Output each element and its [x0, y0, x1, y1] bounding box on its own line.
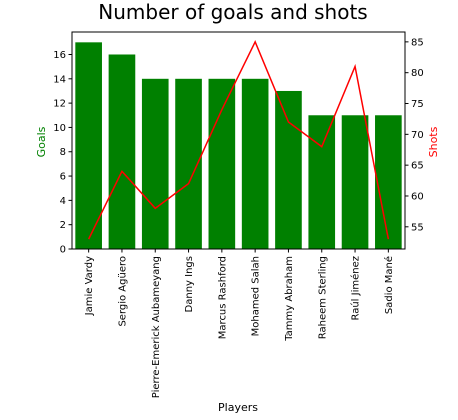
goal-bar	[375, 115, 402, 249]
x-tick-label: Tammy Abraham	[284, 256, 295, 342]
x-tick-label: Danny Ings	[184, 256, 195, 312]
right-tick-label: 80	[411, 68, 424, 79]
goal-bar	[342, 115, 369, 249]
right-tick-label: 70	[411, 130, 424, 141]
y-axis-left-label: Goals	[35, 126, 48, 157]
left-tick-label: 2	[60, 220, 66, 231]
x-tick-label: Mohamed Salah	[251, 256, 262, 336]
goal-bar	[142, 79, 169, 249]
left-tick-label: 4	[60, 196, 66, 207]
left-tick-label: 6	[60, 172, 66, 183]
y-axis-right-label: Shots	[427, 126, 440, 157]
goal-bar	[75, 42, 102, 249]
right-tick-label: 75	[411, 99, 424, 110]
right-tick-label: 60	[411, 191, 424, 202]
right-axis-ticks: 55 60 65 70 75 80 85	[405, 37, 424, 233]
right-tick-label: 85	[411, 37, 424, 48]
x-tick-label: Raúl Jiménez	[350, 256, 362, 321]
left-axis-ticks: 0 2 4 6 8 10 12 14 16	[53, 50, 72, 256]
goal-bar	[209, 79, 236, 249]
x-tick-label: Jamie Vardy	[84, 256, 95, 316]
chart-title: Number of goals and shots	[98, 0, 367, 24]
x-tick-label: Sergio Agüero	[117, 256, 128, 327]
goal-bar	[242, 79, 269, 249]
left-tick-label: 0	[60, 245, 66, 256]
goal-bar	[308, 115, 335, 249]
x-tick-label: Raheem Sterling	[317, 256, 328, 339]
left-tick-label: 12	[53, 99, 66, 110]
x-tick-label: Pierre-Emerick Aubameyang	[151, 256, 162, 398]
right-tick-label: 65	[411, 161, 424, 172]
left-tick-label: 16	[53, 50, 66, 61]
x-axis-label: Players	[218, 401, 258, 414]
right-tick-label: 55	[411, 222, 424, 233]
left-tick-label: 8	[60, 147, 66, 158]
left-tick-label: 14	[53, 74, 66, 85]
left-tick-label: 10	[53, 123, 66, 134]
goal-bar	[109, 54, 136, 249]
x-axis-ticks: Jamie Vardy Sergio Agüero Pierre-Emerick A…	[84, 249, 395, 398]
x-tick-label: Marcus Rashford	[217, 256, 228, 339]
x-tick-label: Sadio Mané	[383, 256, 395, 314]
goal-bar	[275, 91, 302, 249]
